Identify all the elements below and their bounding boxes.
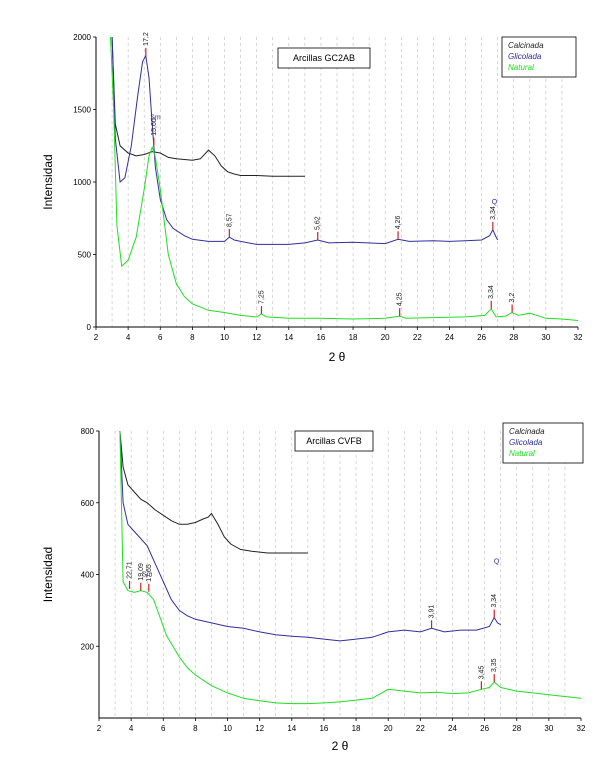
chart-panel-2: 2 4 6 8 10 12 14 16 18 20 22 24 26 28 30 32200400600800… — [41, 422, 586, 753]
peak-value-label: 17,65 — [146, 564, 153, 582]
chart-title: Arcillas GC2AB — [293, 53, 355, 63]
series-calcinada — [111, 37, 305, 177]
peak-value-label: 4,25 — [397, 292, 404, 306]
y-tick-label: 400 — [81, 571, 95, 580]
legend-box — [502, 422, 584, 464]
peak-phase-label: Q — [492, 199, 498, 206]
x-tick-label: 28 — [512, 724, 521, 733]
x-tick-label: 10 — [223, 724, 232, 733]
x-tick-label: 20 — [381, 333, 390, 342]
chart-panel-1: 2 4 6 8 10 12 14 16 18 20 22 24 26 28 30 32050010001500… — [41, 32, 583, 364]
x-tick-label: 10 — [220, 333, 229, 342]
y-tick-label: 1500 — [73, 106, 91, 115]
x-tick-label: 12 — [252, 333, 261, 342]
x-tick-label: 6 — [158, 333, 163, 342]
x-tick-label: 6 — [161, 724, 166, 733]
peak-value-label: 19,09 — [138, 563, 145, 581]
peak-value-label: 4,26 — [395, 216, 402, 230]
grid-lines — [111, 37, 563, 327]
legend-entry-natural: Natural — [508, 63, 534, 72]
x-tick-label: 8 — [193, 724, 198, 733]
x-tick-label: 16 — [319, 724, 328, 733]
peak-value-label: 3,34 — [488, 285, 495, 299]
chart-title-box — [294, 430, 374, 452]
x-axis-label: 2 θ — [329, 350, 346, 364]
x-tick-label: 16 — [316, 333, 325, 342]
grid-lines — [114, 431, 566, 718]
x-tick-label: 24 — [445, 333, 454, 342]
legend-entry-calcinada: Calcinada — [508, 41, 544, 50]
y-tick-label: 800 — [81, 427, 95, 436]
peak-value-label: 3,34 — [490, 206, 497, 220]
peak-value-label: 3,91 — [429, 605, 436, 619]
y-tick-label: 0 — [87, 323, 92, 332]
legend-entry-glicolada: Glicolada — [508, 52, 542, 61]
peak-value-label: 22,71 — [127, 561, 134, 579]
x-tick-label: 32 — [574, 333, 583, 342]
y-axis-label: Intensidad — [41, 547, 55, 602]
peak-value-label: 3,2 — [509, 293, 516, 303]
x-tick-label: 32 — [577, 724, 586, 733]
peak-phase-label: Sm — [142, 571, 153, 578]
peak-phase-label: Sm — [150, 115, 161, 122]
series-glicolada — [119, 431, 501, 642]
legend-box — [501, 36, 577, 78]
x-tick-label: 2 — [97, 724, 102, 733]
x-tick-label: 12 — [255, 724, 264, 733]
x-tick-label: 8 — [190, 333, 195, 342]
x-tick-label: 22 — [416, 724, 425, 733]
peak-value-label: 15,60 — [151, 118, 158, 136]
series-natural — [119, 431, 581, 705]
x-tick-label: 14 — [284, 333, 293, 342]
y-tick-label: 200 — [81, 642, 95, 651]
y-axis-label: Intensidad — [41, 154, 55, 209]
y-tick-label: 600 — [81, 499, 95, 508]
x-tick-label: 4 — [129, 724, 134, 733]
peak-value-label: 3,45 — [478, 666, 485, 680]
x-tick-label: 22 — [413, 333, 422, 342]
chart-title: Arcillas CVFB — [306, 436, 362, 446]
peak-value-label: 7,25 — [258, 290, 265, 304]
x-tick-label: 14 — [287, 724, 296, 733]
peak-value-label: 17,2 — [143, 32, 150, 46]
y-tick-label: 500 — [78, 251, 92, 260]
series-glicolada — [111, 37, 499, 245]
series-calcinada — [119, 431, 308, 554]
x-axis-label: 2 θ — [332, 739, 349, 753]
chart-title-box — [277, 47, 371, 69]
x-tick-label: 30 — [541, 333, 550, 342]
x-tick-label: 26 — [477, 333, 486, 342]
legend-entry-calcinada: Calcinada — [509, 427, 545, 436]
peak-value-label: 5,62 — [315, 216, 322, 230]
x-tick-label: 18 — [349, 333, 358, 342]
x-tick-label: 2 — [94, 333, 99, 342]
x-tick-label: 4 — [126, 333, 131, 342]
x-tick-label: 26 — [480, 724, 489, 733]
x-tick-label: 30 — [544, 724, 553, 733]
y-tick-label: 2000 — [73, 33, 91, 42]
y-tick-label: 1000 — [73, 178, 91, 187]
legend-entry-glicolada: Glicolada — [509, 438, 543, 447]
legend-entry-natural: Natural — [509, 449, 535, 458]
peak-value-label: 3,35 — [491, 658, 498, 672]
x-tick-label: 18 — [352, 724, 361, 733]
x-tick-label: 24 — [448, 724, 457, 733]
peak-value-label: 8,57 — [226, 213, 233, 227]
peak-phase-label: Q — [494, 559, 500, 566]
x-tick-label: 20 — [384, 724, 393, 733]
series-natural — [110, 37, 578, 321]
x-tick-label: 28 — [509, 333, 518, 342]
peak-value-label: 3,34 — [491, 594, 498, 608]
